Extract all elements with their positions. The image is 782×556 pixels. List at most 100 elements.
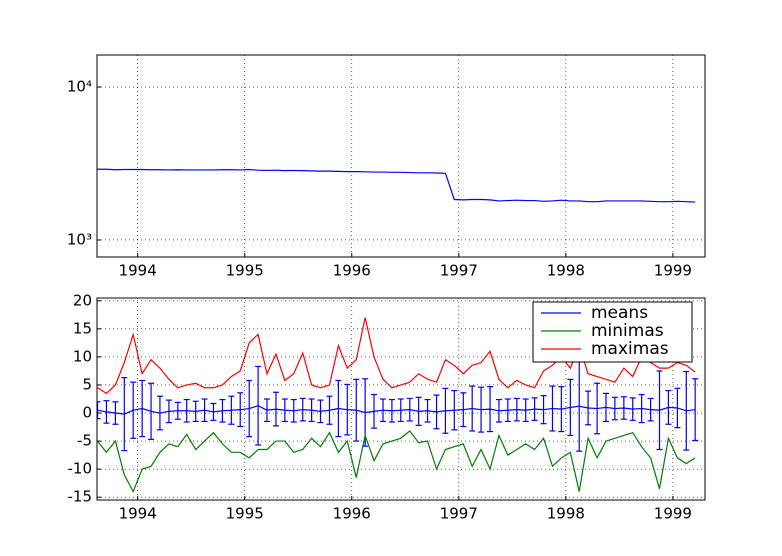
error-bar (611, 396, 618, 421)
error-bar (174, 401, 181, 420)
error-bar (380, 398, 387, 423)
y-tick-label: 10⁴ (67, 78, 92, 96)
y-tick-label: 5 (82, 375, 92, 393)
legend-label: minimas (591, 321, 664, 341)
error-bar (433, 394, 440, 430)
error-bar (335, 379, 342, 438)
error-bar (317, 399, 324, 424)
y-tick-label: 20 (73, 291, 92, 309)
error-bar (246, 379, 253, 438)
error-bar (478, 386, 485, 433)
error-bar (201, 398, 208, 423)
x-tick-label: 1996 (333, 262, 371, 280)
y-tick-label: 0 (82, 404, 92, 422)
error-bar (255, 365, 262, 446)
error-bar (397, 398, 404, 423)
error-bar (344, 383, 351, 436)
error-bar (540, 395, 547, 425)
x-tick-label: 1999 (654, 505, 692, 523)
error-bar (139, 379, 146, 438)
y-tick-label: 10 (73, 347, 92, 365)
error-bar (665, 389, 672, 425)
error-bar (451, 389, 458, 431)
error-bar (620, 396, 627, 420)
y-tick-label: -5 (77, 432, 92, 450)
error-bar (558, 386, 565, 433)
error-bar (299, 397, 306, 422)
error-bar (219, 398, 226, 423)
error-bar (522, 398, 529, 423)
error-bar (594, 382, 601, 435)
error-bar (442, 387, 449, 434)
error-bar (371, 393, 378, 429)
axes: 1994 1995 1996 1997 1998 1999 -15 -10 -5 0 5 10 15 20… (68, 291, 706, 523)
error-bar (531, 397, 538, 421)
error-bar (148, 382, 155, 440)
error-bar (504, 398, 511, 423)
series-line (97, 430, 696, 494)
error-bar (210, 402, 217, 421)
plot-area (97, 168, 696, 203)
error-bar (513, 397, 520, 422)
legend-label: means (591, 303, 648, 323)
axes-frame (96, 54, 706, 258)
y-tick-label: 15 (73, 319, 92, 337)
error-bar (487, 386, 494, 433)
series-line (97, 317, 696, 395)
error-bar (326, 395, 333, 425)
error-bar (353, 378, 360, 442)
error-bar (272, 391, 279, 427)
legend-label: maximas (591, 339, 669, 359)
error-bar (97, 401, 101, 420)
x-tick-label: 1996 (333, 505, 371, 523)
x-tick-label: 1994 (119, 505, 157, 523)
axes-frame (96, 297, 706, 501)
error-bar (495, 398, 502, 423)
error-bar (629, 397, 636, 421)
error-bar (103, 400, 110, 424)
error-bar (192, 400, 199, 423)
series-line (97, 168, 696, 203)
x-tick-label: 1999 (654, 262, 692, 280)
error-bar (165, 399, 172, 424)
error-bar (549, 385, 556, 432)
y-tick-label: -10 (68, 460, 93, 478)
error-bar (469, 385, 476, 432)
error-bar (424, 398, 431, 423)
x-tick-label: 1995 (226, 262, 264, 280)
error-bar (647, 397, 654, 422)
error-bar (130, 381, 137, 439)
error-bar (602, 392, 609, 423)
plot-area (97, 317, 699, 494)
error-bar (460, 392, 467, 428)
x-tick-label: 1995 (226, 505, 264, 523)
error-bar (567, 378, 574, 437)
error-bar (415, 396, 422, 426)
y-tick-label: -15 (68, 488, 93, 506)
error-bar (674, 387, 681, 429)
x-tick-label: 1998 (547, 505, 585, 523)
series-line (97, 405, 696, 415)
error-bar (228, 395, 235, 425)
error-bar (112, 401, 119, 425)
error-bar (388, 398, 395, 423)
x-tick-label: 1994 (119, 262, 157, 280)
error-bar (585, 390, 592, 426)
y-tick-label: 10³ (67, 230, 92, 248)
error-bar (656, 370, 663, 451)
error-bar (692, 378, 699, 442)
error-bar (406, 397, 413, 422)
error-bar (183, 398, 190, 423)
x-tick-label: 1998 (547, 262, 585, 280)
error-bar (638, 393, 645, 424)
error-bar (156, 395, 163, 431)
error-bar (290, 398, 297, 423)
x-tick-label: 1997 (440, 262, 478, 280)
error-bar (281, 398, 288, 423)
x-tick-label: 1997 (440, 505, 478, 523)
error-bar (263, 398, 270, 423)
axes: 1994 1995 1996 1997 1998 1999 10³ 10⁴ (67, 54, 706, 280)
legend-box (532, 301, 693, 363)
